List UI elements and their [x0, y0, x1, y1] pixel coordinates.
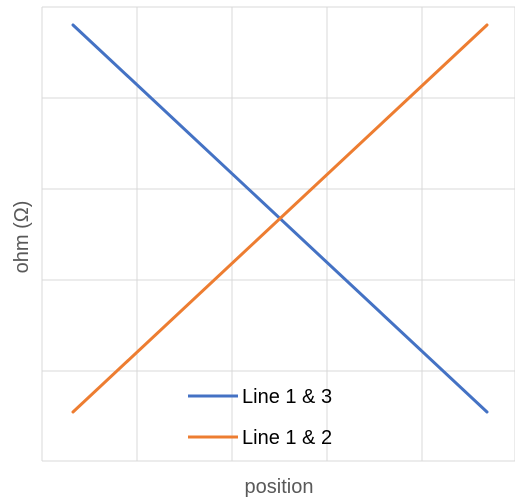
series-line-2: [71, 23, 489, 414]
legend-label-line-1-2: Line 1 & 2: [242, 427, 332, 449]
legend: Line 1 & 3 Line 1 & 2: [188, 386, 332, 449]
series-lines: [71, 23, 489, 414]
legend-label-line-1-3: Line 1 & 3: [242, 386, 332, 408]
gridlines: [41, 6, 515, 462]
y-axis-label: ohm (Ω): [11, 201, 33, 274]
x-axis-label: position: [245, 476, 314, 498]
